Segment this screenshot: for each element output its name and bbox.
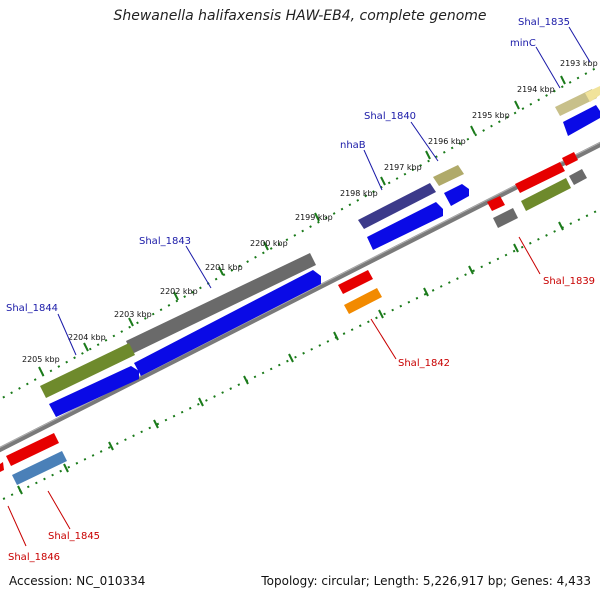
gene-label: Shal_1844 (6, 303, 58, 314)
feature-red (562, 152, 578, 166)
upper-tick-line (0, 64, 600, 401)
gene-label: Shal_1845 (48, 531, 100, 542)
kbp-label: 2202 kbp (160, 287, 198, 296)
feature-purple (358, 183, 436, 229)
upper-features (40, 86, 600, 398)
feature-red (0, 462, 4, 472)
feature-yellow (585, 86, 600, 102)
gene-label: nhaB (340, 140, 366, 151)
cds-arrow (444, 184, 469, 206)
map-title: Shewanella halifaxensis HAW-EB4, complet… (113, 8, 487, 24)
cds-arrow (49, 366, 139, 417)
kbp-labels: 2193 kbp 2194 kbp 2195 kbp 2196 kbp 2197… (22, 59, 598, 364)
kbp-label: 2194 kbp (517, 85, 555, 94)
feature-khaki (555, 89, 597, 116)
kbp-label: 2203 kbp (114, 310, 152, 319)
upper-major-ticks (38, 75, 566, 376)
top-gene-labels: Shal_1835 minC Shal_1840 nhaB Shal_1843 … (6, 17, 570, 314)
kbp-label: 2200 kbp (250, 239, 288, 248)
blue-cds-row (49, 105, 600, 417)
cds-arrow (134, 270, 321, 376)
cds-arrow (367, 202, 443, 250)
kbp-label: 2204 kbp (68, 333, 106, 342)
gene-label: Shal_1846 (8, 552, 60, 563)
gene-label: Shal_1840 (364, 111, 416, 122)
feature-grey (493, 208, 518, 228)
kbp-label: 2193 kbp (560, 59, 598, 68)
bottom-gene-labels: Shal_1839 Shal_1842 Shal_1845 Shal_1846 (8, 276, 595, 563)
genome-summary-text: Topology: circular; Length: 5,226,917 bp… (261, 574, 591, 588)
feature-darkgrey (126, 253, 316, 354)
cds-arrow (563, 105, 600, 136)
feature-red (515, 162, 565, 193)
lower-major-ticks (17, 221, 564, 495)
feature-green (521, 178, 571, 211)
kbp-label: 2197 kbp (384, 163, 422, 172)
kbp-label: 2205 kbp (22, 355, 60, 364)
lower-features (0, 152, 587, 485)
feature-orange (344, 288, 382, 314)
feature-olive-green (40, 343, 135, 398)
gene-label: Shal_1843 (139, 236, 191, 247)
kbp-label: 2195 kbp (472, 111, 510, 120)
gene-label: minC (510, 38, 536, 49)
kbp-label: 2196 kbp (428, 137, 466, 146)
accession-text: Accession: NC_010334 (9, 574, 146, 588)
genome-backbone (0, 141, 600, 453)
kbp-label: 2199 kbp (295, 213, 333, 222)
feature-steelblue (12, 451, 67, 485)
gene-label: Shal_1842 (398, 358, 450, 369)
lower-tick-line (0, 208, 600, 502)
feature-olive (433, 165, 464, 186)
gene-label: Shal_1839 (543, 276, 595, 287)
feature-grey (569, 169, 587, 185)
feature-red (338, 270, 373, 294)
feature-red (6, 433, 59, 466)
kbp-label: 2201 kbp (205, 263, 243, 272)
bottom-label-leaders (7, 236, 541, 547)
feature-red (487, 196, 505, 211)
kbp-label: 2198 kbp (340, 189, 378, 198)
gene-label: Shal_1835 (518, 17, 570, 28)
top-label-leaders (57, 26, 591, 356)
